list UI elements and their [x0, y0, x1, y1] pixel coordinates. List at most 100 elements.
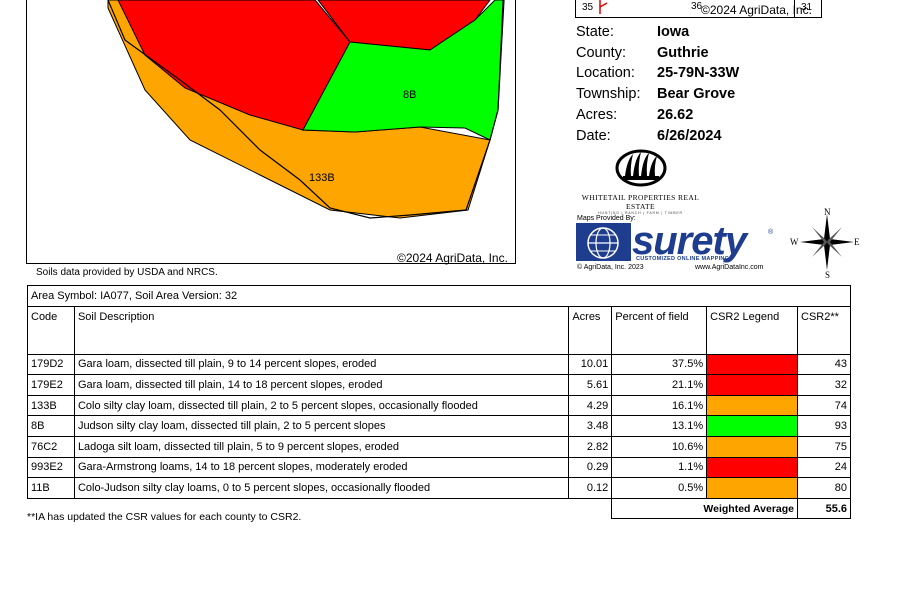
- table-row: 8B Judson silty clay loam, dissected till…: [27, 415, 851, 437]
- whitetail-logo: WHITETAIL PROPERTIES REAL ESTATE HUNTING…: [573, 146, 708, 215]
- soil-acres: 3.48: [568, 415, 613, 437]
- table-row: 179D2 Gara loam, dissected till plain, 9 …: [27, 353, 851, 376]
- table-row: 179E2 Gara loam, dissected till plain, 14…: [27, 374, 851, 396]
- county-value: Guthrie: [657, 44, 709, 61]
- col-legend: CSR2 Legend: [706, 305, 799, 355]
- soil-code: 179E2: [27, 374, 75, 396]
- soil-polygon-179d2: [117, 0, 351, 131]
- csr2-legend-cell: [706, 394, 799, 417]
- location-value: 25-79N-33W: [657, 65, 740, 82]
- maps-provided-label: Maps Provided By:: [577, 215, 636, 222]
- soil-description: Ladoga silt loam, dissected till plain, …: [73, 435, 570, 458]
- soil-code: 133B: [27, 394, 75, 417]
- soil-percent: 10.6%: [611, 435, 708, 458]
- soil-acres: 10.01: [568, 353, 613, 376]
- col-description: Soil Description: [73, 305, 570, 355]
- soil-description: Gara loam, dissected till plain, 9 to 14…: [73, 353, 570, 376]
- inset-section-31: 31: [801, 2, 813, 13]
- info-county: County: Guthrie: [576, 43, 739, 64]
- csr2-legend-cell: [706, 456, 799, 479]
- inset-copyright: ©2024 AgriData, Inc.: [701, 3, 812, 17]
- soil-csr2: 24: [797, 456, 851, 479]
- csr2-footnote: **IA has updated the CSR values for each…: [27, 511, 302, 523]
- surety-tagline: CUSTOMIZED ONLINE MAPPING: [636, 256, 730, 262]
- soil-acres: 4.29: [568, 394, 613, 417]
- acres-value: 26.62: [657, 106, 694, 123]
- soil-code: 76C2: [27, 435, 75, 458]
- compass-s: S: [825, 270, 830, 278]
- csr2-legend-cell: [706, 477, 799, 499]
- info-township: Township: Bear Grove: [576, 84, 739, 105]
- agridata-website: www.AgriDataInc.com: [695, 264, 764, 271]
- whitetail-paw-icon: [615, 149, 666, 187]
- soil-map: 8B 133B ©2024 AgriData, Inc.: [0, 0, 520, 266]
- soil-acres: 5.61: [568, 374, 613, 396]
- inset-field-marker: [599, 0, 608, 14]
- soil-csr2: 74: [797, 394, 851, 417]
- property-info: State: Iowa County: Guthrie Location: 25-79…: [576, 22, 739, 146]
- soil-rows: 179D2 Gara loam, dissected till plain, 9 …: [27, 353, 851, 499]
- weighted-average-label: Weighted Average: [611, 497, 799, 520]
- info-location: Location: 25-79N-33W: [576, 63, 739, 84]
- info-state: State: Iowa: [576, 22, 739, 43]
- soil-acres: 2.82: [568, 435, 613, 458]
- area-symbol-row: Area Symbol: IA077, Soil Area Version: 3…: [27, 285, 851, 307]
- csr2-legend-swatch: [707, 457, 798, 478]
- soil-percent: 0.5%: [611, 477, 708, 499]
- whitetail-name: WHITETAIL PROPERTIES REAL ESTATE: [581, 193, 700, 211]
- weighted-average-value: 55.6: [797, 497, 851, 520]
- state-label: State:: [576, 24, 614, 40]
- csr2-legend-swatch: [707, 375, 798, 395]
- csr2-legend-swatch: [707, 436, 798, 457]
- col-percent: Percent of field: [611, 305, 708, 355]
- table-header: Code Soil Description Acres Percent of f…: [27, 305, 851, 355]
- township-value: Bear Grove: [657, 86, 736, 103]
- table-row: 11B Colo-Judson silty clay loams, 0 to 5 …: [27, 477, 851, 499]
- soil-csr2: 75: [797, 435, 851, 458]
- map-copyright: ©2024 AgriData, Inc.: [397, 251, 508, 265]
- soil-description: Colo-Judson silty clay loams, 0 to 5 per…: [73, 477, 570, 499]
- soil-csr2: 80: [797, 477, 851, 499]
- soil-code: 179D2: [27, 353, 75, 376]
- soil-csr2: 32: [797, 374, 851, 396]
- soil-percent: 16.1%: [611, 394, 708, 417]
- soil-acres: 0.29: [568, 456, 613, 479]
- surety-wordmark: surety: [632, 219, 747, 263]
- surety-globe-icon: [576, 223, 631, 261]
- agridata-copyright: © AgriData, Inc. 2023: [577, 264, 644, 271]
- inset-divider: [794, 0, 795, 17]
- csr2-legend-cell: [706, 435, 799, 458]
- weighted-average-row: Weighted Average 55.6: [28, 497, 851, 520]
- map-label-133b: 133B: [309, 172, 335, 184]
- table-row: 133B Colo silty clay loam, dissected till…: [27, 394, 851, 417]
- soil-description: Colo silty clay loam, dissected till pla…: [73, 394, 570, 417]
- state-value: Iowa: [657, 24, 690, 40]
- inset-section-35: 35: [582, 2, 594, 13]
- table-row: 76C2 Ladoga silt loam, dissected till pla…: [27, 435, 851, 458]
- csr2-legend-swatch: [707, 395, 798, 416]
- soil-percent: 37.5%: [611, 353, 708, 376]
- surety-logo: surety ® CUSTOMIZED ONLINE MAPPING: [576, 219, 776, 263]
- date-value: 6/26/2024: [657, 127, 722, 144]
- csr2-legend-cell: [706, 353, 799, 376]
- soil-table: Area Symbol: IA077, Soil Area Version: 3…: [27, 285, 851, 520]
- date-label: Date:: [576, 127, 611, 144]
- csr2-legend-cell: [706, 415, 799, 437]
- soils-source-note: Soils data provided by USDA and NRCS.: [36, 267, 218, 278]
- compass-n: N: [824, 207, 831, 217]
- csr2-legend-swatch: [707, 416, 798, 436]
- whitetail-tagline: HUNTING | RANCH | FARM | TIMBER: [598, 211, 683, 215]
- acres-label: Acres:: [576, 106, 618, 123]
- compass-rose-icon: N S W E: [790, 207, 860, 278]
- compass-w: W: [790, 237, 799, 247]
- soil-description: Judson silty clay loam, dissected till p…: [73, 415, 570, 437]
- soil-csr2: 93: [797, 415, 851, 437]
- col-code: Code: [27, 305, 75, 355]
- soil-description: Gara loam, dissected till plain, 14 to 1…: [73, 374, 570, 396]
- csr2-legend-swatch: [707, 478, 798, 498]
- col-acres: Acres: [568, 305, 613, 355]
- inset-section-36: 36: [691, 1, 703, 12]
- map-label-8b: 8B: [403, 89, 416, 101]
- info-acres: Acres: 26.62: [576, 105, 739, 126]
- county-label: County:: [576, 44, 626, 61]
